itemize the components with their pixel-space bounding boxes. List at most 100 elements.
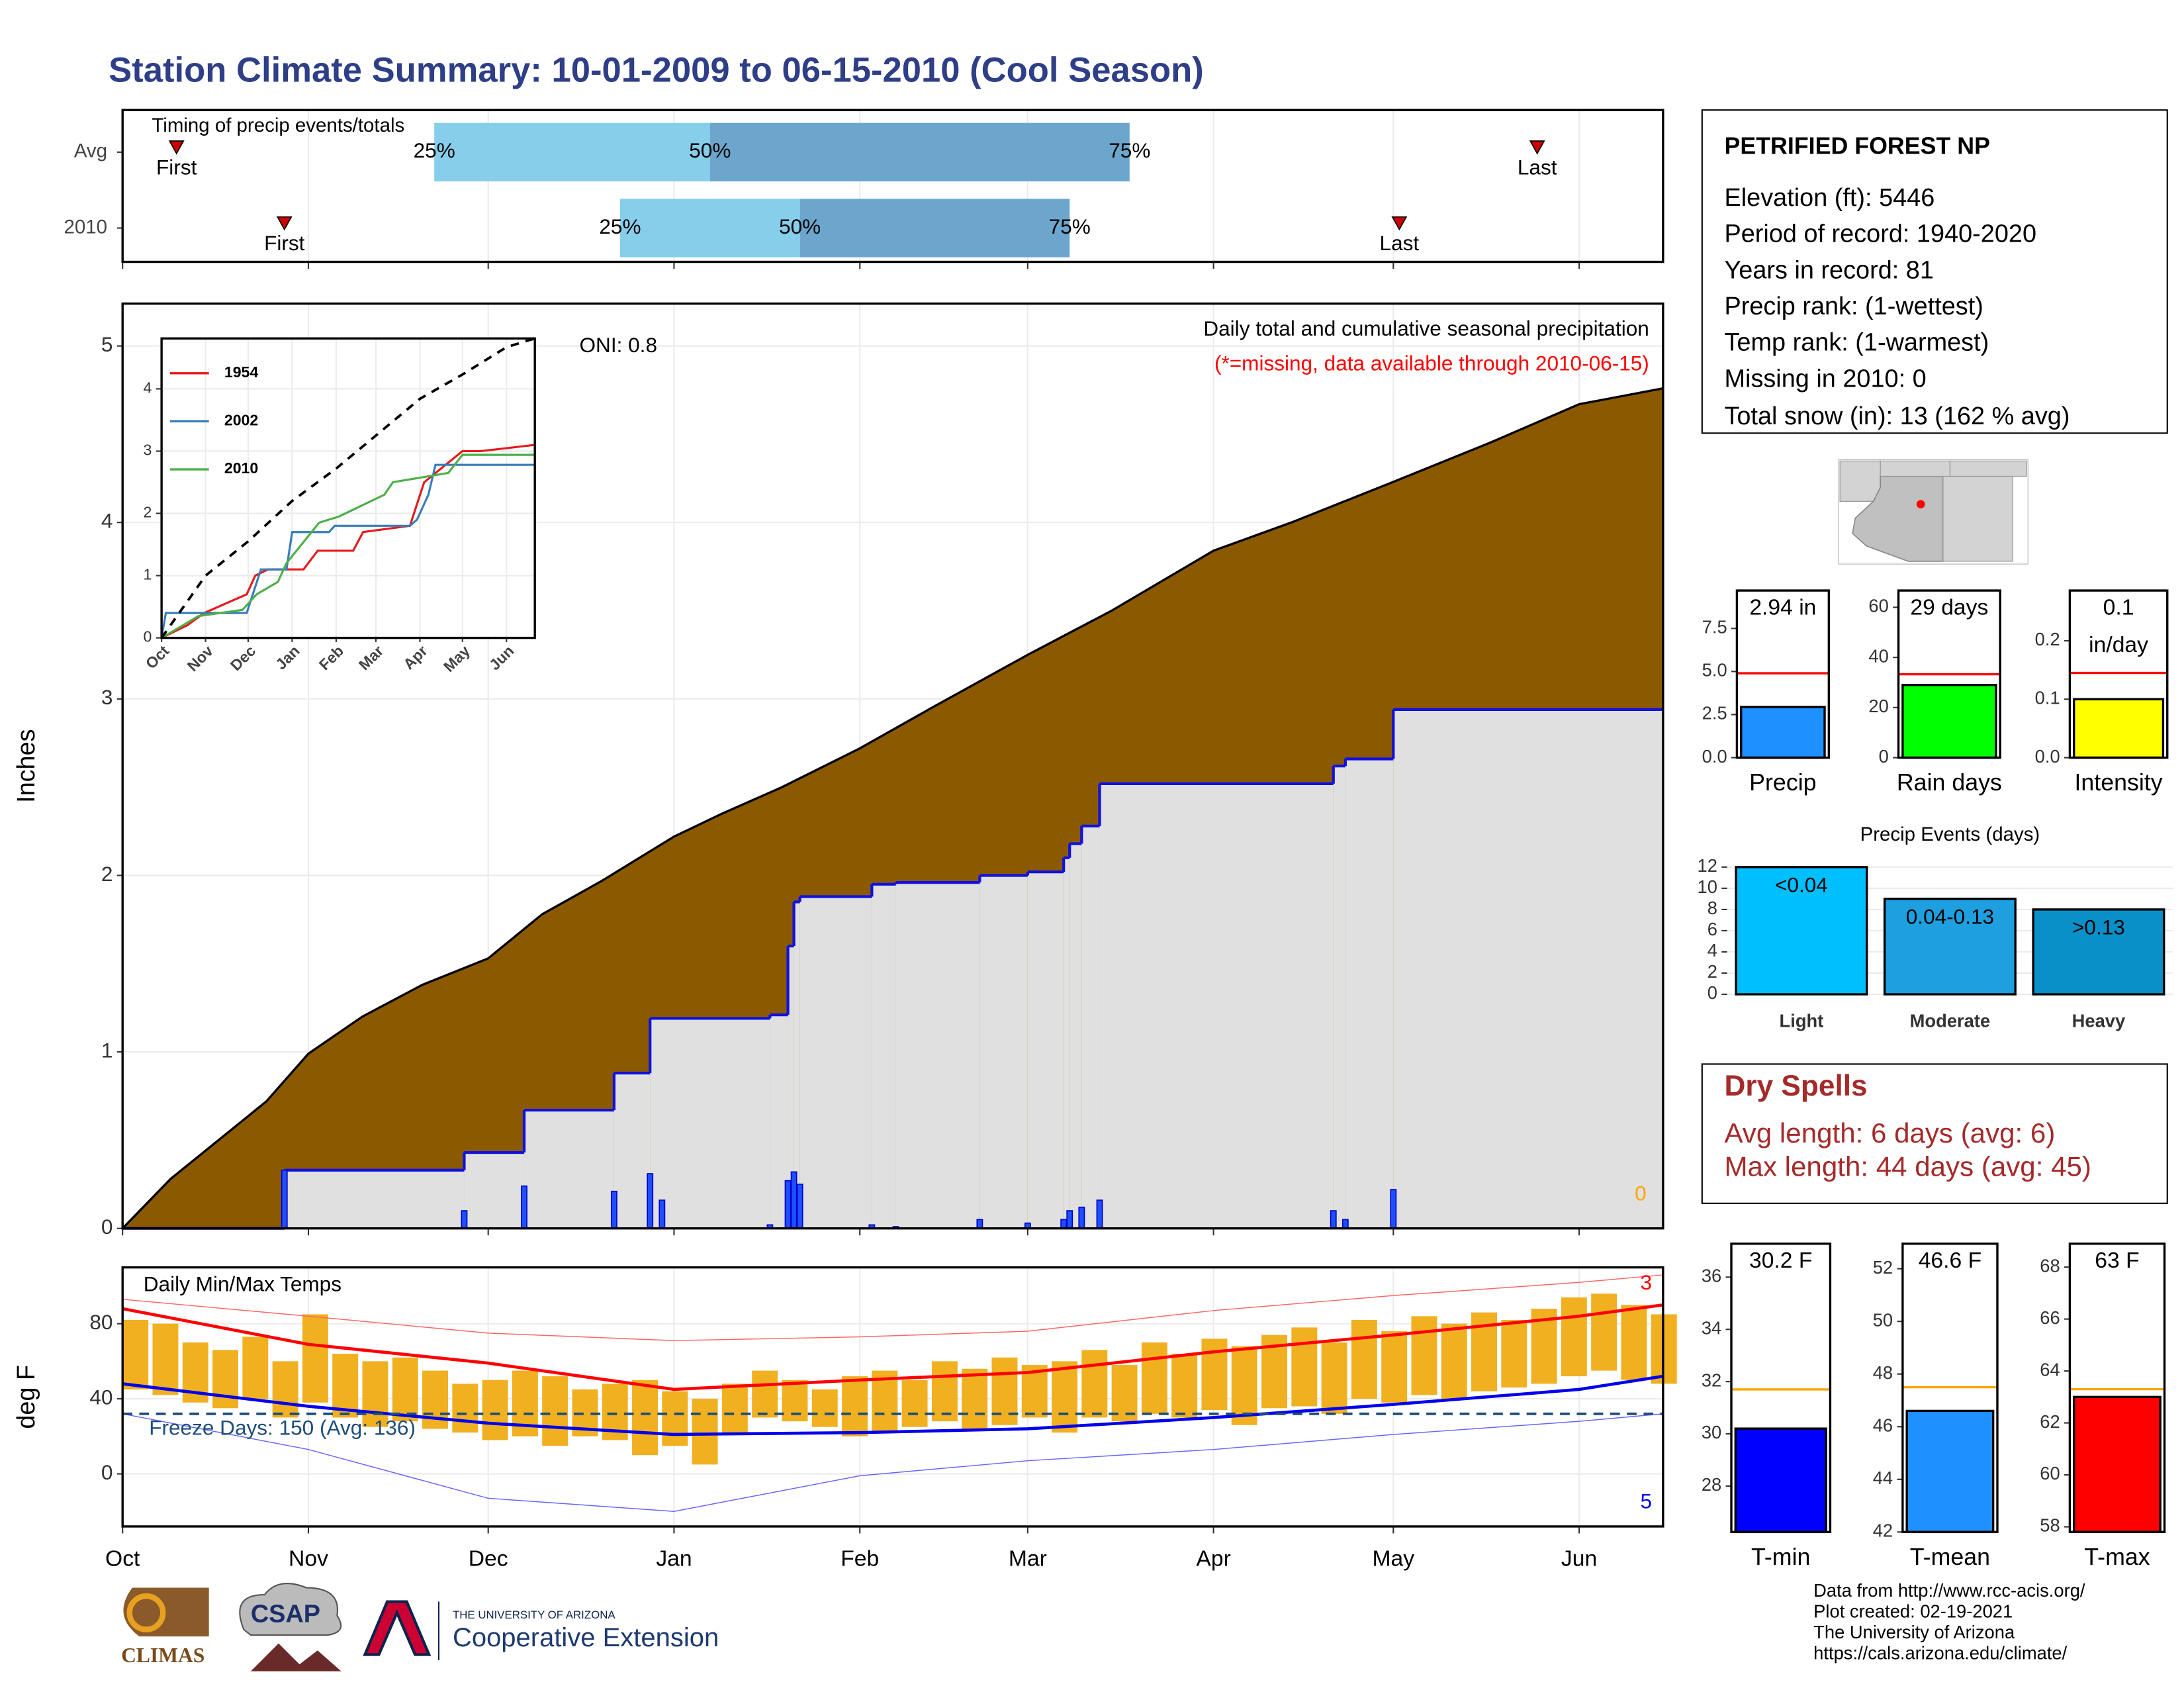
cumulative-fill [614,1073,651,1229]
y-tick-label: 40 [89,1385,113,1409]
y-tick-label: 62 [2040,1411,2060,1432]
info-line: Years in record: 81 [1724,256,1933,284]
daily-precip-bar [1342,1219,1349,1229]
csap-cloud [239,1583,342,1636]
oni-label: ONI: 0.8 [580,333,658,357]
y-tick-label: 0 [101,1460,113,1484]
y-tick-label: 66 [2040,1307,2060,1328]
category-label: Rain days [1897,769,2002,796]
y-tick-label: 2 [144,504,152,521]
value-label: 29 days [1910,595,1988,620]
panel-frame [121,109,1664,263]
event-label: First [264,231,305,255]
temp-range-bar [1052,1361,1078,1433]
panel-frame [1897,589,2001,759]
credit-line: Plot created: 02-19-2021 [1813,1601,2013,1622]
credit-line: Data from http://www.rcc-acis.org/ [1813,1580,2085,1601]
panel-subtitle: (*=missing, data available through 2010-… [1214,352,1649,375]
page-title: Station Climate Summary: 10-01-2009 to 0… [109,50,1204,89]
temp-range-bar [901,1380,928,1427]
y-tick-label: 46 [1873,1415,1893,1435]
temp-range-bar [1351,1320,1377,1399]
y-tick-label: 3 [101,685,113,709]
legend-label: 1954 [224,363,259,381]
panel-title: Precip Events (days) [1860,823,2040,845]
cumulative-fill [979,875,1028,1229]
x-tick-label: May [1373,1546,1415,1571]
info-lines: Elevation (ft): 5446 Period of record: 1… [1724,184,2070,430]
cumulative-fill [1069,843,1082,1229]
info-line: Period of record: 1940-2020 [1724,220,2036,248]
inset-frame [160,337,536,639]
x-tick-label: Jan [656,1546,692,1571]
x-tick-label: Mar [1009,1546,1047,1571]
credit-line: The University of Arizona [1813,1622,2015,1642]
y-tick-label: 58 [2040,1515,2060,1536]
cumulative-fill [1333,766,1345,1229]
category-label: T-max [2084,1544,2150,1570]
temp-line [122,1303,1664,1391]
cumulative-fill [895,882,980,1229]
climas-emblem [126,1593,166,1632]
dry-spells-line: Avg length: 6 days (avg: 6) [1724,1117,2055,1149]
y-tick-label: 28 [1702,1474,1721,1495]
cumulative-fill [464,1152,525,1229]
y-tick-label: 48 [1873,1362,1893,1383]
csap-mountains [250,1643,341,1671]
y-tick-label: 7.5 [1702,617,1727,637]
plot-background [161,338,535,638]
y-tick-label: 30 [1702,1422,1721,1442]
temp-range-bar [362,1361,388,1427]
daily-precip-bar [1060,1219,1068,1229]
temp-range-bar [1231,1346,1257,1425]
y-tick-label: 1 [144,566,152,583]
temp-range-bar [1111,1365,1138,1422]
temp-range-bar [842,1376,868,1436]
y-tick-label: 2 [1707,961,1717,982]
summary-bar [2073,1395,2161,1534]
row-label: Avg [74,140,107,162]
temp-range-bar [782,1380,808,1422]
y-tick-label: 6 [1707,919,1717,939]
cumulative-fill [1345,759,1394,1229]
quartile-bar [619,199,800,258]
daily-precip-bar [1066,1210,1073,1229]
climas-emblem [123,1587,209,1637]
y-tick-label: 0.2 [2035,629,2060,649]
summary-bar [1901,684,1997,759]
temp-range-bar [721,1383,748,1433]
season-line [160,463,535,638]
y-tick-label: 52 [1873,1257,1893,1278]
locator-map [1838,459,2028,565]
temp-range-bar [1621,1305,1647,1380]
temp-range-bar [302,1314,328,1403]
temp-range-bar [872,1370,898,1433]
event-marker [1529,140,1545,155]
y-tick-label: 4 [1707,940,1717,961]
station-name: PETRIFIED FOREST NP [1724,132,1989,159]
daily-precip-bar [1096,1199,1103,1229]
daily-precip-bar [281,1169,288,1229]
season-line [160,337,535,639]
summary-bar [1740,706,1826,759]
station-dot [1916,500,1925,508]
record-high-count: 3 [1640,1270,1652,1294]
value-label: 46.6 F [1919,1248,1981,1273]
cumulative-fill [650,1018,770,1229]
panel-frame [2068,1243,2166,1534]
temp-range-bar [392,1357,418,1422]
temp-line [122,1413,1663,1512]
cumulative-fill [1027,872,1064,1229]
logos: CLIMAS CSAP THE UNIVERSITY OF ARIZONA Co… [121,1583,719,1671]
y-axis-label: deg F [13,1365,40,1429]
daily-precip-bar [1330,1210,1337,1229]
value-label: 30.2 F [1749,1248,1812,1273]
category-label: Intensity [2074,769,2162,796]
dry-spells-box [1701,1063,2168,1204]
daily-precip-bar [647,1173,654,1229]
panel-frame [121,302,1664,1230]
event-bar [2032,908,2165,996]
y-tick-label: 0 [144,628,152,645]
daily-precip-bar [521,1185,527,1229]
